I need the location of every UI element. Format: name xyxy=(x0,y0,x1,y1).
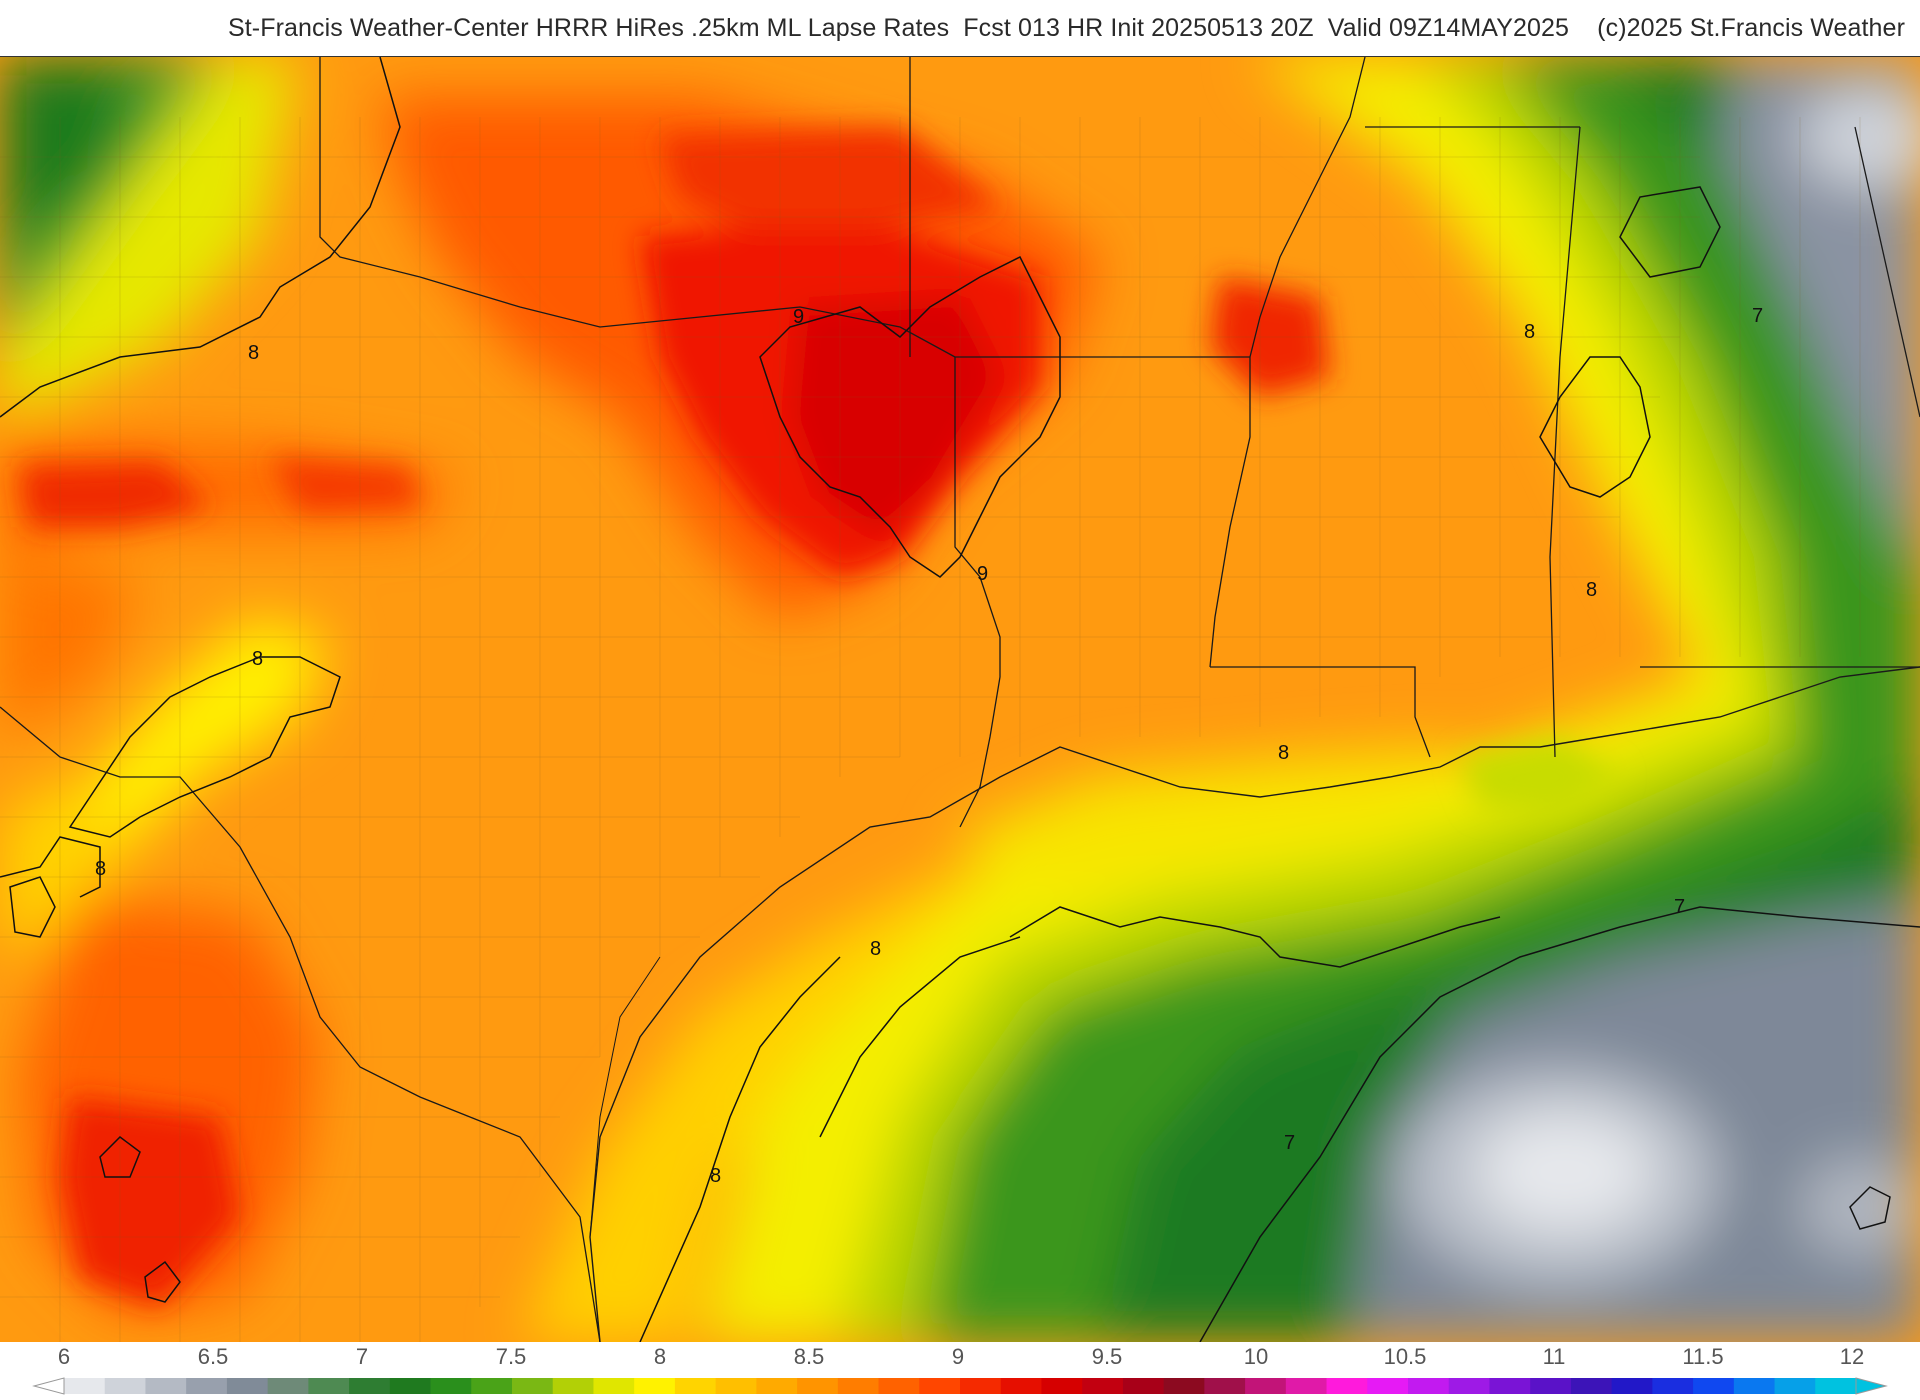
colorbar-cell xyxy=(389,1378,432,1394)
colorbar-cell xyxy=(634,1378,676,1394)
colorbar-cell xyxy=(593,1378,635,1394)
header-bar: St-Francis Weather-Center HRRR HiRes .25… xyxy=(0,0,1920,56)
colorbar-cell xyxy=(797,1378,839,1394)
contour-label: 9 xyxy=(977,563,988,585)
colorbar-cell xyxy=(512,1378,554,1394)
contour-label: 8 xyxy=(1524,321,1535,343)
colorbar-cell xyxy=(1733,1378,1776,1394)
county-lines xyxy=(0,117,1861,1342)
colorbar-tick: 7 xyxy=(355,1344,369,1369)
colorbar-tick: 8 xyxy=(653,1344,667,1369)
colorbar-cell xyxy=(1122,1378,1165,1394)
colorbar-cell xyxy=(878,1378,920,1394)
colorbar-tick: 9 xyxy=(951,1344,965,1369)
colorbar-tick: 10.5 xyxy=(1383,1344,1427,1369)
contour-label: 8 xyxy=(252,648,263,670)
colorbar-tick: 10 xyxy=(1243,1344,1269,1369)
colorbar-cell xyxy=(1611,1378,1653,1394)
contour-lines xyxy=(0,57,1920,1342)
colorbar-tick: 9.5 xyxy=(1091,1344,1123,1369)
colorbar-cell xyxy=(674,1378,717,1394)
colorbar-cell xyxy=(837,1378,880,1394)
colorbar-low-arrow xyxy=(32,1377,65,1395)
colorbar-tick: 11 xyxy=(1542,1344,1566,1369)
colorbar-tick: 8.5 xyxy=(793,1344,825,1369)
contour-label: 9 xyxy=(793,306,804,328)
weather-map[interactable]: 8 8 8 8 8 8 8 8 9 9 7 7 7 xyxy=(0,56,1920,1343)
map-title: St-Francis Weather-Center HRRR HiRes .25… xyxy=(227,14,1905,42)
contour-label: 7 xyxy=(1284,1132,1295,1154)
contour-label: 7 xyxy=(1752,305,1763,327)
colorbar-cell xyxy=(1530,1378,1572,1394)
colorbar-tick: 11.5 xyxy=(1682,1344,1724,1369)
colorbar-cell xyxy=(1000,1378,1043,1394)
colorbar-cell xyxy=(1489,1378,1531,1394)
colorbar-tick-row: 6 6.5 7 7.5 8 8.5 9 9.5 10 10.5 11 11.5 … xyxy=(0,1342,1920,1369)
colorbar-tick: 7.5 xyxy=(495,1344,527,1369)
colorbar-cell xyxy=(267,1378,309,1394)
colorbar-cell xyxy=(715,1378,757,1394)
colorbar-cells xyxy=(64,1378,1857,1394)
colorbar-tick: 12 xyxy=(1839,1344,1865,1369)
contour-label: 8 xyxy=(870,938,881,960)
contour-label: 8 xyxy=(710,1165,721,1187)
colorbar-cell xyxy=(1326,1378,1368,1394)
lapse-rate-field: 8 8 8 8 8 8 8 8 9 9 7 7 7 xyxy=(0,57,1920,1342)
colorbar-cell xyxy=(1367,1378,1409,1394)
colorbar-cell xyxy=(1448,1378,1491,1394)
colorbar-cell xyxy=(1082,1378,1124,1394)
colorbar-cell xyxy=(1041,1378,1083,1394)
colorbar-cell xyxy=(471,1378,513,1394)
colorbar-cell xyxy=(145,1378,187,1394)
contour-label: 8 xyxy=(1278,742,1289,764)
field-core xyxy=(20,127,1620,1307)
colorbar-cell xyxy=(226,1378,269,1394)
colorbar-tick: 6 xyxy=(57,1344,71,1369)
colorbar-cell xyxy=(919,1378,961,1394)
colorbar-cell xyxy=(1408,1378,1450,1394)
colorbar-cell xyxy=(1245,1378,1287,1394)
colorbar-cell xyxy=(1570,1378,1613,1394)
contour-label: 8 xyxy=(248,342,259,364)
colorbar-cell xyxy=(756,1378,798,1394)
contour-label: 8 xyxy=(95,858,106,880)
colorbar-cell xyxy=(552,1378,595,1394)
contour-label: 7 xyxy=(1674,896,1685,918)
colorbar-cell xyxy=(960,1378,1002,1394)
colorbar-cell xyxy=(1815,1378,1857,1394)
colorbar-high-arrow xyxy=(1855,1377,1888,1395)
contour-label-group: 8 8 8 8 8 8 8 8 9 9 7 7 7 xyxy=(95,305,1763,1187)
colorbar-cell xyxy=(1163,1378,1205,1394)
colorbar-cell xyxy=(104,1378,147,1394)
colorbar-cell xyxy=(1693,1378,1735,1394)
colorbar-cell xyxy=(186,1378,228,1394)
colorbar-tick: 6.5 xyxy=(197,1344,229,1369)
colorbar-cell xyxy=(64,1378,106,1394)
colorbar-cell xyxy=(1204,1378,1246,1394)
colorbar-cell xyxy=(1774,1378,1816,1394)
colorbar-cell xyxy=(308,1378,350,1394)
colorbar-strip xyxy=(32,1377,1888,1395)
coastline xyxy=(589,666,1920,1342)
colorbar-cell xyxy=(349,1378,391,1394)
colorbar-cell xyxy=(1652,1378,1694,1394)
state-borders xyxy=(0,57,1920,1342)
colorbar-cell xyxy=(1285,1378,1328,1394)
contour-label: 8 xyxy=(1586,579,1597,601)
color-legend: 6 6.5 7 7.5 8 8.5 9 9.5 10 10.5 11 11.5 … xyxy=(0,1342,1920,1400)
colorbar-cell xyxy=(430,1378,472,1394)
